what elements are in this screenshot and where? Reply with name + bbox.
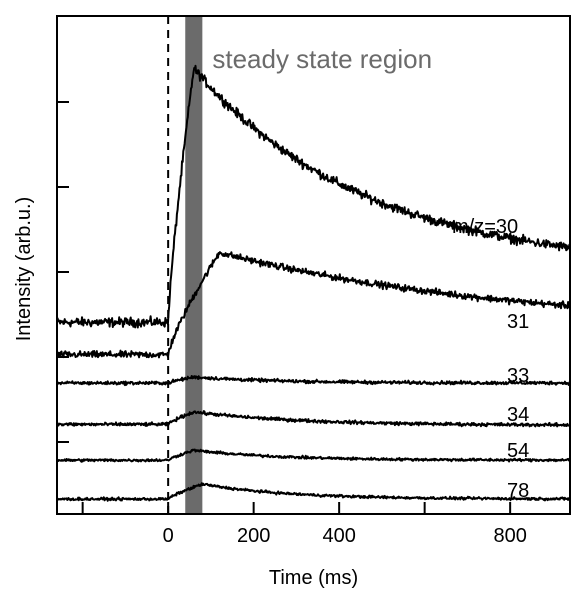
series-line-2 [56, 375, 571, 387]
highlight-region-label: steady state region [212, 44, 432, 74]
plot-frame [56, 15, 571, 515]
series-label-5: 78 [507, 480, 529, 502]
steady-state-region [185, 16, 203, 514]
series-label-0: m/z=30 [452, 216, 518, 238]
x-tick-label-200: 200 [237, 525, 270, 547]
x-axis-title: Time (ms) [269, 567, 358, 589]
series-label-2: 33 [507, 365, 529, 387]
series-line-1 [56, 251, 571, 359]
series-line-3 [56, 410, 571, 428]
series-line-5 [56, 482, 571, 502]
series-label-3: 34 [507, 404, 529, 426]
series-labels: m/z=30 31 33 34 54 78 [452, 216, 529, 502]
series-line-4 [56, 448, 571, 463]
y-axis-title: Intensity (arb.u.) [13, 197, 35, 342]
x-tick-label-0: 0 [163, 525, 174, 547]
x-axis-ticks: 0 200 400 800 [81, 502, 527, 547]
x-tick-label-400: 400 [322, 525, 355, 547]
series-label-1: 31 [507, 311, 529, 333]
series-line-0 [56, 64, 571, 329]
series-label-4: 54 [507, 440, 529, 462]
x-tick-label-800: 800 [493, 525, 526, 547]
y-axis-ticks [57, 101, 69, 443]
series-group [56, 64, 571, 502]
